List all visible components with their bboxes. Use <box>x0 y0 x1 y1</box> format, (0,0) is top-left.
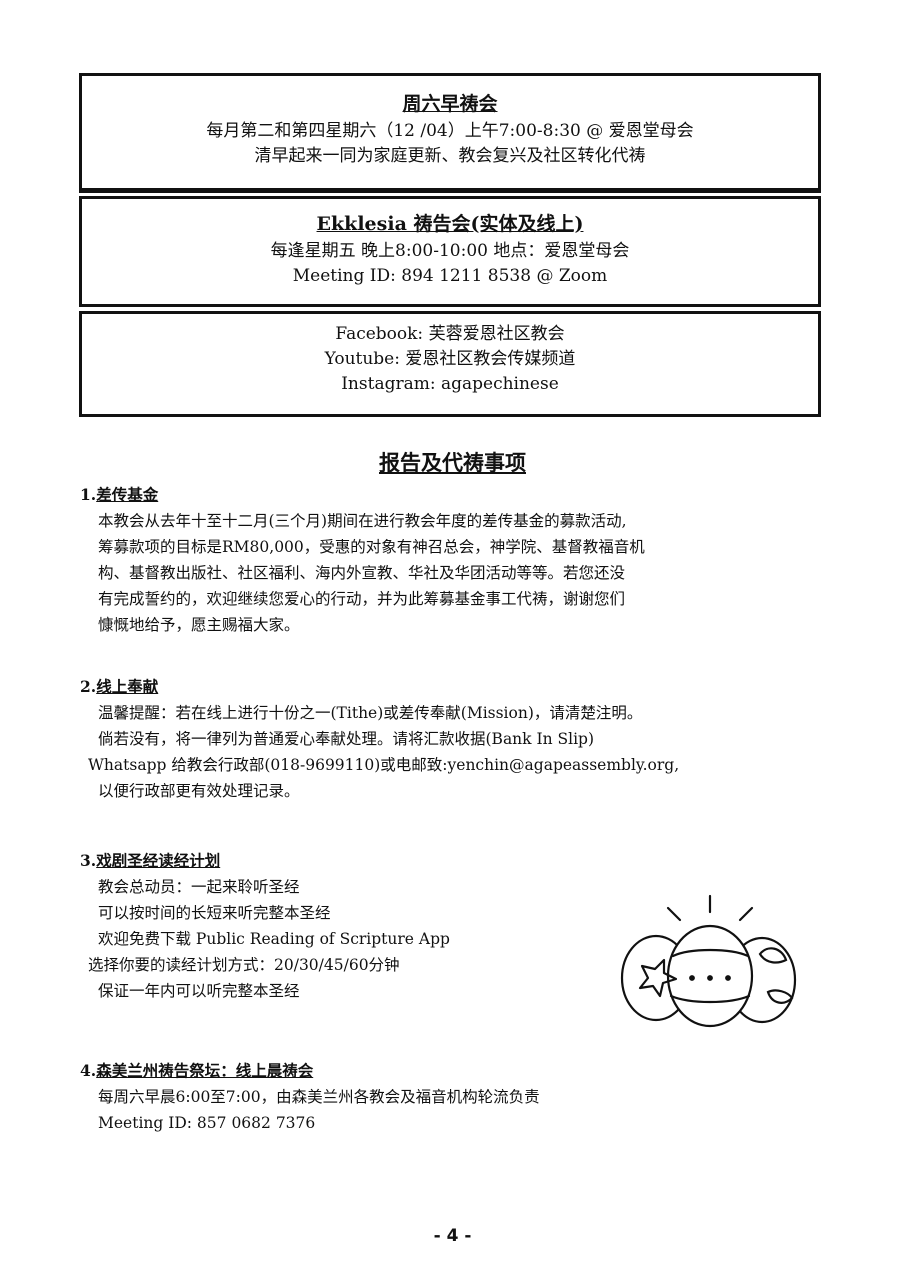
announcement-line: 欢迎免费下载 Public Reading of Scripture App <box>98 930 450 948</box>
announcement-mission-fund: 1.差传基金 本教会从去年十至十二月(三个月)期间在进行教会年度的差传基金的募款… <box>80 482 830 638</box>
saturday-prayer-schedule: 每月第二和第四星期六（12 /04）上午7:00-8:30 @ 爱恩堂母会 <box>206 121 694 141</box>
ekklesia-prayer-schedule: 每逢星期五 晚上8:00-10:00 地点：爱恩堂母会 <box>270 241 630 261</box>
announcement-line: Whatsapp 给教会行政部(018-9699110)或电邮致:yenchin… <box>88 756 680 774</box>
announcement-number: 3. <box>80 851 97 870</box>
announcements-heading: 报告及代祷事项 <box>379 450 526 475</box>
announcement-title: 1.差传基金 <box>80 482 830 508</box>
announcement-title: 4.森美兰州祷告祭坛：线上晨祷会 <box>80 1058 830 1084</box>
announcement-line: Meeting ID: 857 0682 7376 <box>98 1114 316 1132</box>
instagram-line: Instagram: agapechinese <box>341 374 559 394</box>
announcement-line: 倘若没有，将一律列为普通爱心奉献处理。请将汇款收据(Bank In Slip) <box>98 730 595 748</box>
announcement-number: 2. <box>80 677 97 696</box>
ekklesia-prayer-title: Ekklesia 祷告会(实体及线上) <box>316 213 584 235</box>
announcement-line: 慷慨地给予，愿主赐福大家。 <box>98 616 300 634</box>
announcement-morning-prayer: 4.森美兰州祷告祭坛：线上晨祷会 每周六早晨6:00至7:00，由森美兰州各教会… <box>80 1058 830 1136</box>
announcement-title-text: 线上奉献 <box>96 677 159 696</box>
announcement-line: 教会总动员：一起来聆听圣经 <box>98 878 300 896</box>
announcement-title: 2.线上奉献 <box>80 674 830 700</box>
announcement-line: 可以按时间的长短来听完整本圣经 <box>98 904 331 922</box>
social-media-box: Facebook: 芙蓉爱恩社区教会 Youtube: 爱恩社区教会传媒频道 I… <box>79 311 821 417</box>
announcement-number: 4. <box>80 1061 97 1080</box>
ekklesia-meeting-id: Meeting ID: 894 1211 8538 @ Zoom <box>292 266 608 286</box>
announcement-line: 本教会从去年十至十二月(三个月)期间在进行教会年度的差传基金的募款活动, <box>98 512 627 530</box>
announcement-title-text: 戏剧圣经读经计划 <box>96 851 221 870</box>
saturday-prayer-description: 清早起来一同为家庭更新、教会复兴及社区转化代祷 <box>254 146 646 166</box>
announcement-line: 选择你要的读经计划方式：20/30/45/60分钟 <box>88 956 400 974</box>
announcement-online-offering: 2.线上奉献 温馨提醒：若在线上进行十份之一(Tithe)或差传奉献(Missi… <box>80 674 830 804</box>
announcement-line: 每周六早晨6:00至7:00，由森美兰州各教会及福音机构轮流负责 <box>98 1088 540 1106</box>
youtube-line: Youtube: 爱恩社区教会传媒频道 <box>324 349 576 369</box>
announcement-line: 保证一年内可以听完整本圣经 <box>98 982 300 1000</box>
announcement-bible-reading-plan: 3.戏剧圣经读经计划 教会总动员：一起来聆听圣经 可以按时间的长短来听完整本圣经… <box>80 848 830 1004</box>
saturday-prayer-title: 周六早祷会 <box>402 93 498 115</box>
saturday-prayer-box: 周六早祷会 每月第二和第四星期六（12 /04）上午7:00-8:30 @ 爱恩… <box>79 73 821 191</box>
announcement-title: 3.戏剧圣经读经计划 <box>80 848 830 874</box>
announcement-line: 以便行政部更有效处理记录。 <box>98 782 300 800</box>
ekklesia-prayer-box: Ekklesia 祷告会(实体及线上) 每逢星期五 晚上8:00-10:00 地… <box>79 196 821 307</box>
announcement-number: 1. <box>80 485 97 504</box>
announcement-line: 筹募款项的目标是RM80,000，受惠的对象有神召总会，神学院、基督教福音机 <box>98 538 645 556</box>
announcement-line: 温馨提醒：若在线上进行十份之一(Tithe)或差传奉献(Mission)，请清楚… <box>98 704 643 722</box>
announcement-line: 构、基督教出版社、社区福利、海内外宣教、华社及华团活动等等。若您还没 <box>98 564 626 582</box>
announcement-line: 有完成誓约的，欢迎继续您爱心的行动，并为此筹募基金事工代祷，谢谢您们 <box>98 590 626 608</box>
announcement-title-text: 森美兰州祷告祭坛：线上晨祷会 <box>96 1061 314 1080</box>
easter-eggs-icon <box>620 894 797 1028</box>
announcement-title-text: 差传基金 <box>96 485 159 504</box>
facebook-line: Facebook: 芙蓉爱恩社区教会 <box>335 324 565 344</box>
page-number: - 4 - <box>433 1226 472 1246</box>
